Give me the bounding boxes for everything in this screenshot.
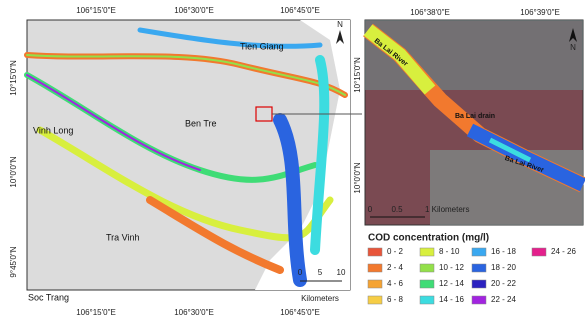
legend-title: COD concentration (mg/l) (368, 233, 489, 244)
river (36, 126, 334, 242)
lon-label: 106°15'0"E (76, 308, 116, 317)
lat-label: 10°0'0"N (353, 162, 362, 193)
river (146, 196, 284, 274)
lon-label: 106°15'0"E (76, 6, 116, 15)
north-label: N (337, 20, 343, 29)
scale-label: 1 Kilometers (425, 205, 469, 214)
north-arrow (569, 28, 577, 42)
legend-label: 22 - 24 (491, 295, 516, 304)
lon-label: 106°30'0"E (174, 308, 214, 317)
legend-swatch (367, 279, 383, 289)
legend-swatch (471, 247, 487, 257)
legend-swatch (419, 263, 435, 273)
scale-label: Kilometers (301, 294, 339, 303)
lat-label: 10°0'0"N (9, 156, 18, 187)
legend-label: 18 - 20 (491, 263, 516, 272)
place-label: Tien Giang (240, 41, 284, 51)
scale-label: 0 (298, 268, 303, 277)
legend-label: 4 - 6 (387, 279, 404, 288)
legend-swatch (471, 295, 487, 305)
legend-label: 0 - 2 (387, 247, 404, 256)
place-label: Ben Tre (185, 118, 217, 128)
lat-label: 10°15'0"N (9, 60, 18, 96)
lon-label: 106°39'0"E (520, 8, 560, 17)
inset-river (488, 137, 532, 163)
legend-label: 10 - 12 (439, 263, 464, 272)
lat-label: 9°45'0"N (9, 246, 18, 277)
legend-label: 20 - 22 (491, 279, 516, 288)
river (26, 74, 201, 171)
lat-label: 10°15'0"N (353, 57, 362, 93)
legend-swatch (531, 247, 547, 257)
legend-swatch (419, 295, 435, 305)
drain-label: Ba Lai drain (455, 113, 495, 120)
inset-terrain (430, 150, 583, 225)
legend-swatch (419, 279, 435, 289)
scale-label: 5 (318, 268, 323, 277)
coast-water (273, 113, 307, 287)
legend-label: 16 - 18 (491, 247, 516, 256)
legend-label: 14 - 16 (439, 295, 464, 304)
place-label: Vinh Long (33, 125, 73, 135)
coast-water (310, 55, 330, 255)
lon-label: 106°45'0"E (280, 308, 320, 317)
place-label: Soc Trang (28, 292, 69, 302)
legend-label: 6 - 8 (387, 295, 404, 304)
legend-swatch (367, 295, 383, 305)
legend-label: 24 - 26 (551, 247, 576, 256)
legend-swatch (471, 263, 487, 273)
scale-label: 10 (337, 268, 346, 277)
legend-label: 12 - 14 (439, 279, 464, 288)
river (26, 54, 346, 96)
scale-label: 0.5 (391, 205, 403, 214)
inset-river (363, 24, 436, 95)
north-arrow (336, 30, 344, 44)
legend-swatch (419, 247, 435, 257)
rivers (24, 27, 348, 287)
lon-label: 106°38'0"E (410, 8, 450, 17)
river (137, 27, 323, 49)
legend: 0 - 2 2 - 4 4 - 6 6 - 8 8 - 10 10 - 12 12 - 14… (367, 247, 576, 305)
lon-label: 106°45'0"E (280, 6, 320, 15)
legend-swatch (471, 279, 487, 289)
sea (255, 20, 350, 290)
legend-swatch (367, 247, 383, 257)
place-label: Tra Vinh (106, 232, 140, 242)
scale-label: 0 (368, 205, 373, 214)
legend-swatch (367, 263, 383, 273)
lon-label: 106°30'0"E (174, 6, 214, 15)
north-label: N (570, 43, 576, 52)
legend-label: 8 - 10 (439, 247, 460, 256)
legend-label: 2 - 4 (387, 263, 404, 272)
